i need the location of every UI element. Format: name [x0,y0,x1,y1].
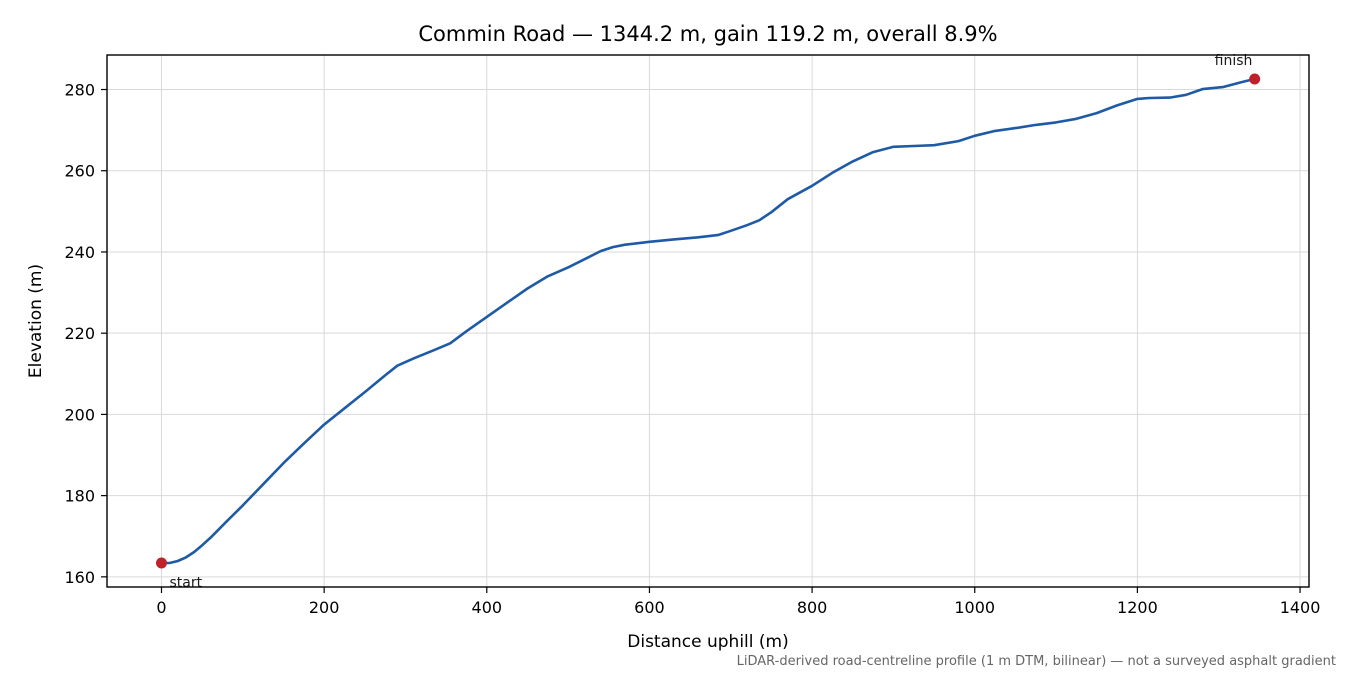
x-tick-label: 200 [309,598,340,617]
finish-marker [1249,73,1261,85]
x-tick-label: 800 [797,598,828,617]
start-marker [155,557,167,569]
x-axis-label: Distance uphill (m) [627,632,788,652]
y-tick-label: 200 [64,405,95,424]
series-layer: start finish [155,53,1261,591]
y-tick-label: 240 [64,243,95,262]
x-axis-ticks: 0 200 400 600 800 1000 1200 1400 [156,587,1320,617]
start-label: start [169,575,202,591]
x-tick-label: 0 [156,598,166,617]
y-tick-label: 180 [64,487,95,506]
y-tick-label: 160 [64,568,95,587]
y-tick-label: 220 [64,324,95,343]
x-tick-label: 1000 [954,598,995,617]
chart-title: Commin Road — 1344.2 m, gain 119.2 m, ov… [418,22,997,46]
plot-frame [106,54,1310,588]
finish-label: finish [1215,53,1253,69]
y-tick-label: 280 [64,81,95,100]
elevation-profile-line [160,77,1256,565]
y-axis-label: Elevation (m) [26,264,46,378]
x-tick-label: 600 [634,598,665,617]
grid-layer [107,55,1309,587]
x-tick-label: 1400 [1280,598,1321,617]
y-tick-label: 260 [64,162,95,181]
x-tick-label: 1200 [1117,598,1158,617]
x-tick-label: 400 [472,598,503,617]
footnote: LiDAR-derived road-centreline profile (1… [737,654,1336,669]
y-axis-ticks: 160 180 200 220 240 260 280 [64,81,107,587]
